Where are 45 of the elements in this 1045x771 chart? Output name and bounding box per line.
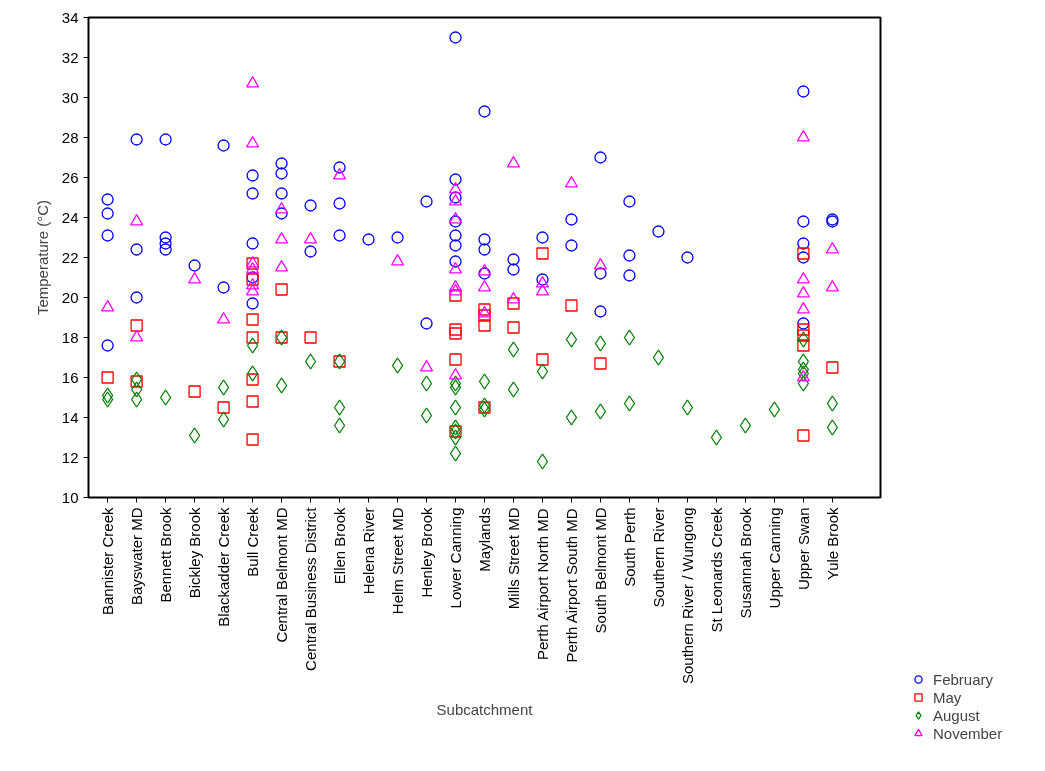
x-tick-label: Perth Airport South MD <box>562 508 580 663</box>
y-tick-label: 14 <box>61 408 79 426</box>
x-tick-label: Yule Brook <box>823 507 841 581</box>
x-tick-label: Southern River / Wungong <box>678 507 696 684</box>
x-tick-label: South Perth <box>620 507 638 587</box>
x-tick-label: Bickley Brook <box>186 507 204 599</box>
x-tick-label: Central Business District <box>302 506 320 671</box>
x-tick-label: Susannah Brook <box>736 507 754 619</box>
x-tick-label: Upper Canning <box>765 507 783 609</box>
x-tick-label: St Leonards Creek <box>707 507 725 633</box>
x-tick-label: Henley Brook <box>418 507 436 598</box>
x-tick-label: South Belmont MD <box>591 507 609 634</box>
x-tick-label: Ellen Brook <box>331 507 349 585</box>
x-tick-label: Blackadder Creek <box>215 507 233 627</box>
x-tick-label: Mills Street MD <box>504 507 522 610</box>
y-tick-label: 30 <box>61 88 79 106</box>
y-tick-label: 24 <box>61 208 79 226</box>
x-tick-label: Bull Creek <box>244 507 262 577</box>
legend-label: May <box>933 688 962 706</box>
y-tick-label: 22 <box>61 248 79 266</box>
y-tick-label: 18 <box>61 328 79 346</box>
legend-label: February <box>933 670 994 688</box>
y-axis-title: Temperature (°C) <box>33 199 51 316</box>
x-tick-label: Southern River <box>649 507 667 608</box>
legend-label: August <box>933 706 980 724</box>
x-tick-label: Bennett Brook <box>157 507 175 603</box>
x-tick-label: Bannister Creek <box>99 507 117 616</box>
legend-label: November <box>933 724 1003 742</box>
y-tick-label: 34 <box>61 8 79 26</box>
y-tick-label: 10 <box>61 488 79 506</box>
y-tick-label: 12 <box>61 448 79 466</box>
x-axis-title: Subcatchment <box>436 700 534 718</box>
x-tick-label: Upper Swan <box>794 507 812 591</box>
x-tick-label: Central Belmont MD <box>273 507 291 643</box>
x-tick-label: Perth Airport North MD <box>533 508 551 661</box>
x-tick-label: Bayswater MD <box>128 507 146 606</box>
x-tick-label: Helena River <box>360 507 378 595</box>
x-tick-label: Lower Canning <box>447 507 465 609</box>
y-tick-label: 16 <box>61 368 79 386</box>
y-tick-label: 26 <box>61 168 79 186</box>
y-tick-label: 32 <box>61 48 79 66</box>
x-tick-label: Maylands <box>476 507 493 572</box>
x-tick-label: Helm Street MD <box>389 507 407 615</box>
y-tick-label: 28 <box>61 128 79 146</box>
y-tick-label: 20 <box>61 288 79 306</box>
